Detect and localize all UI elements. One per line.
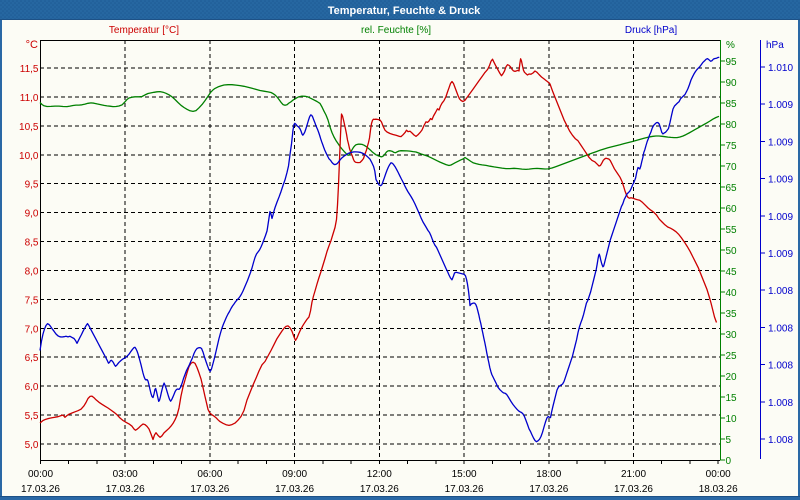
svg-text:80: 80 — [726, 120, 738, 131]
svg-text:17.03.26: 17.03.26 — [275, 484, 314, 495]
svg-text:6,5: 6,5 — [25, 353, 39, 364]
svg-text:7,0: 7,0 — [25, 324, 39, 335]
svg-text:1.008: 1.008 — [768, 323, 793, 334]
svg-text:Temperatur [°C]: Temperatur [°C] — [109, 25, 179, 36]
svg-text:Druck [hPa]: Druck [hPa] — [625, 25, 677, 36]
svg-text:25: 25 — [726, 351, 738, 362]
svg-text:0: 0 — [726, 456, 732, 467]
svg-text:1.008: 1.008 — [768, 398, 793, 409]
svg-text:00:00: 00:00 — [28, 469, 53, 480]
svg-text:11,5: 11,5 — [20, 64, 39, 75]
svg-text:Temperatur, Feuchte & Druck: Temperatur, Feuchte & Druck — [328, 5, 481, 17]
svg-text:15: 15 — [726, 393, 738, 404]
svg-text:20: 20 — [726, 372, 738, 383]
svg-text:17.03.26: 17.03.26 — [106, 484, 145, 495]
svg-text:17.03.26: 17.03.26 — [529, 484, 568, 495]
svg-text:%: % — [726, 40, 735, 51]
svg-text:rel. Feuchte [%]: rel. Feuchte [%] — [361, 25, 431, 36]
svg-text:55: 55 — [726, 225, 738, 236]
svg-text:12:00: 12:00 — [367, 469, 392, 480]
svg-text:45: 45 — [726, 267, 738, 278]
svg-text:8,5: 8,5 — [25, 238, 39, 249]
svg-text:90: 90 — [726, 78, 738, 89]
svg-text:00:00: 00:00 — [706, 469, 731, 480]
svg-text:11,0: 11,0 — [20, 93, 39, 104]
svg-text:5,0: 5,0 — [25, 440, 39, 451]
svg-text:35: 35 — [726, 309, 738, 320]
svg-text:17.03.26: 17.03.26 — [360, 484, 399, 495]
svg-text:9,5: 9,5 — [25, 180, 39, 191]
svg-text:09:00: 09:00 — [282, 469, 307, 480]
svg-text:30: 30 — [726, 330, 738, 341]
svg-text:60: 60 — [726, 204, 738, 215]
svg-text:17.03.26: 17.03.26 — [614, 484, 653, 495]
svg-text:1.009: 1.009 — [768, 137, 793, 148]
svg-text:03:00: 03:00 — [113, 469, 138, 480]
svg-text:17.03.26: 17.03.26 — [445, 484, 484, 495]
svg-text:1.008: 1.008 — [768, 286, 793, 297]
svg-text:15:00: 15:00 — [452, 469, 477, 480]
svg-text:10: 10 — [726, 414, 738, 425]
svg-text:1.008: 1.008 — [768, 435, 793, 446]
svg-text:65: 65 — [726, 183, 738, 194]
svg-text:50: 50 — [726, 246, 738, 257]
svg-text:1.009: 1.009 — [768, 212, 793, 223]
svg-text:17.03.26: 17.03.26 — [190, 484, 229, 495]
svg-text:10,5: 10,5 — [19, 122, 39, 133]
svg-text:°C: °C — [26, 39, 38, 51]
svg-text:7,5: 7,5 — [25, 295, 39, 306]
svg-text:40: 40 — [726, 288, 738, 299]
svg-text:70: 70 — [726, 162, 738, 173]
svg-text:1.010: 1.010 — [768, 63, 793, 74]
svg-text:17.03.26: 17.03.26 — [21, 484, 60, 495]
svg-text:6,0: 6,0 — [25, 382, 39, 393]
svg-text:75: 75 — [726, 141, 738, 152]
svg-text:95: 95 — [726, 57, 738, 68]
svg-text:9,0: 9,0 — [25, 209, 39, 220]
svg-text:8,0: 8,0 — [25, 267, 39, 278]
svg-text:5,5: 5,5 — [25, 411, 39, 422]
svg-text:18.03.26: 18.03.26 — [699, 484, 738, 495]
svg-text:1.009: 1.009 — [768, 100, 793, 111]
svg-text:06:00: 06:00 — [197, 469, 222, 480]
svg-text:1.008: 1.008 — [768, 361, 793, 372]
svg-text:5: 5 — [726, 435, 732, 446]
svg-text:21:00: 21:00 — [621, 469, 646, 480]
svg-text:18:00: 18:00 — [536, 469, 561, 480]
svg-text:10,0: 10,0 — [19, 151, 39, 162]
svg-text:1.009: 1.009 — [768, 175, 793, 186]
svg-text:85: 85 — [726, 99, 738, 110]
svg-text:hPa: hPa — [766, 40, 784, 51]
svg-text:1.009: 1.009 — [768, 249, 793, 260]
